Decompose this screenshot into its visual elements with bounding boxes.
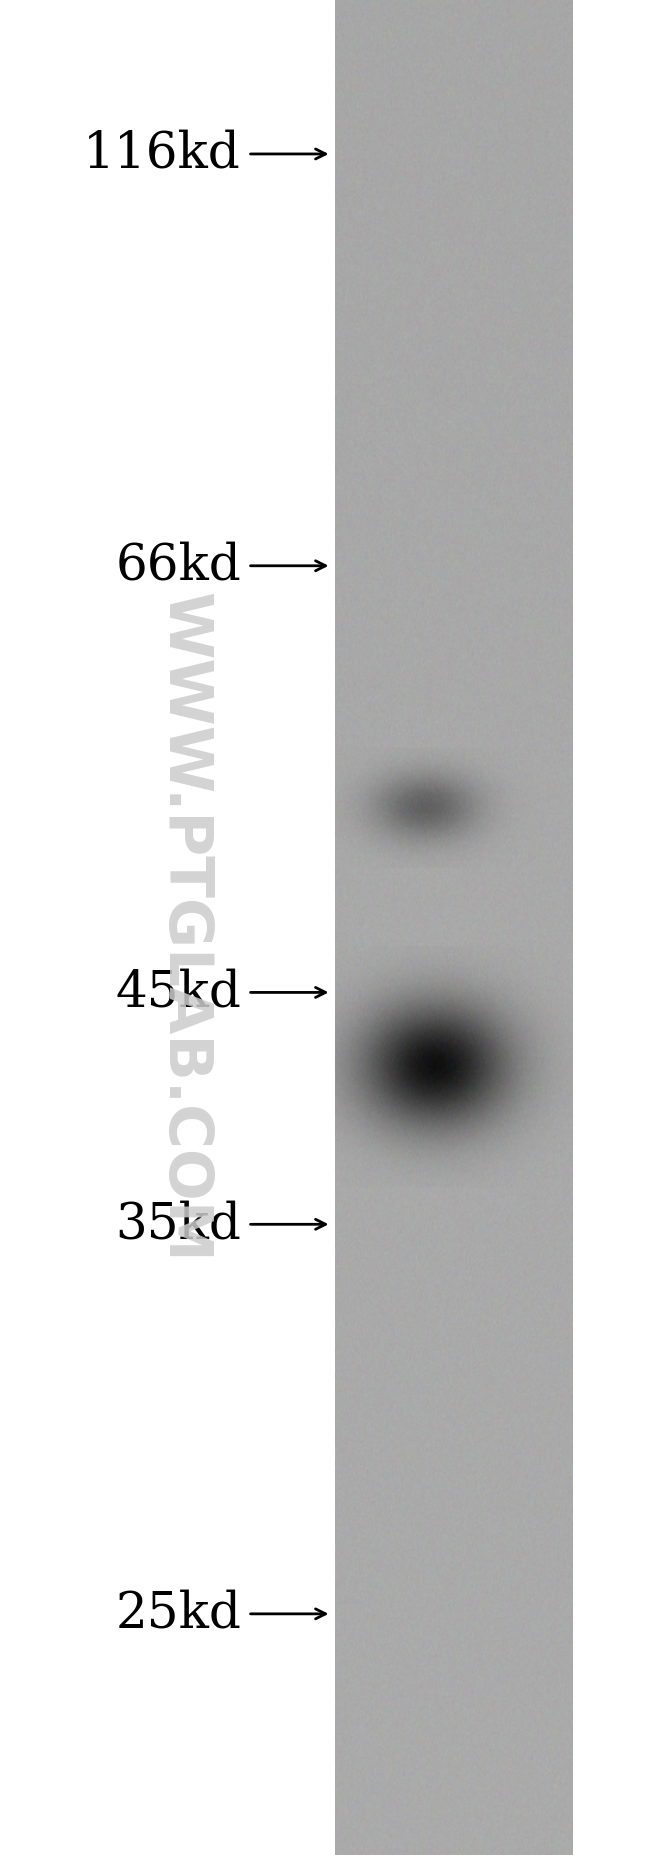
Text: 35kd: 35kd [115, 1200, 241, 1248]
Text: WWW.PTGLAB.COM: WWW.PTGLAB.COM [155, 592, 214, 1263]
Text: 116kd: 116kd [83, 130, 241, 178]
Text: 66kd: 66kd [115, 542, 241, 590]
Text: 45kd: 45kd [115, 968, 241, 1017]
Text: 25kd: 25kd [115, 1590, 241, 1638]
